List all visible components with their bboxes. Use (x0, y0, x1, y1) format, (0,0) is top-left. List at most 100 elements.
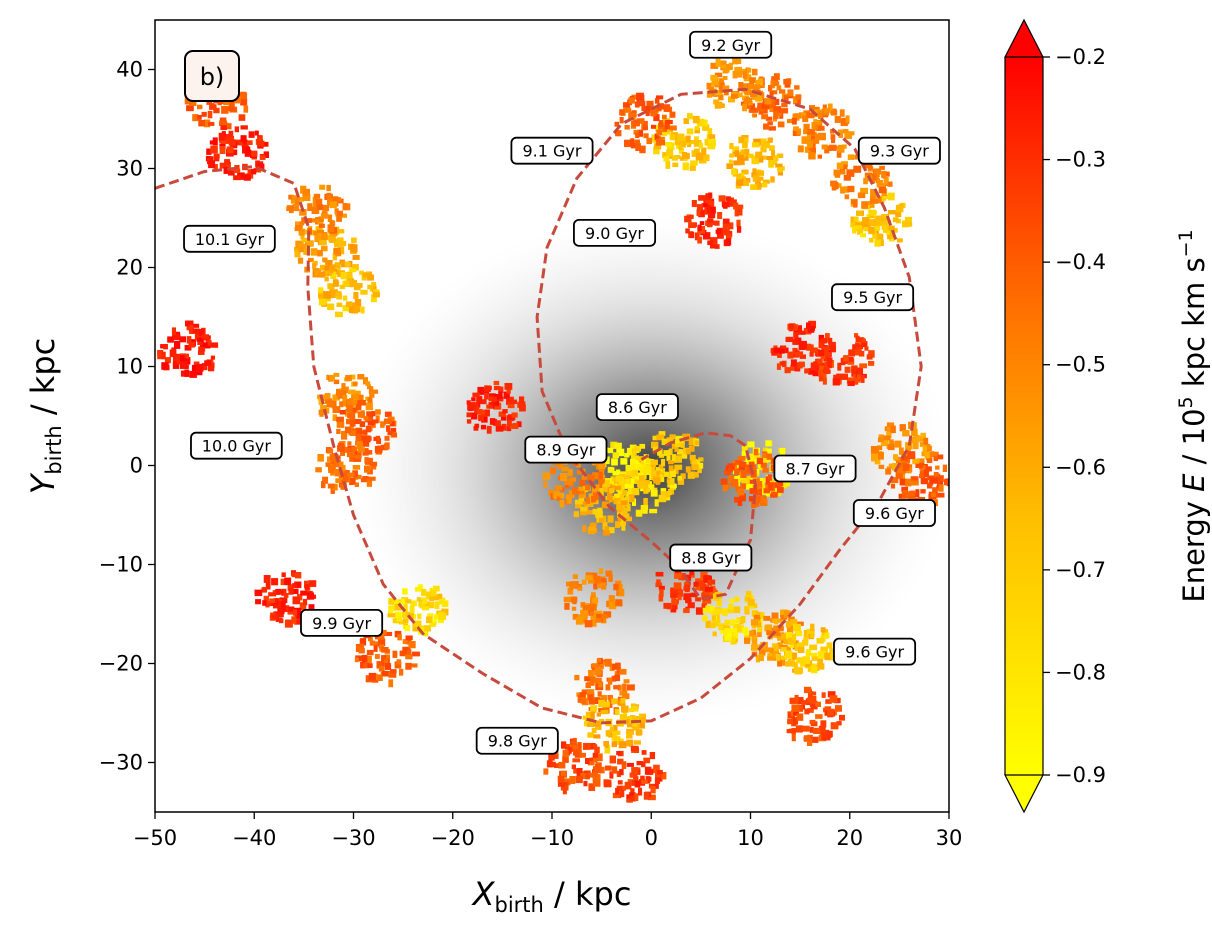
clump-particle (574, 583, 582, 590)
clump-particle (433, 594, 441, 601)
clump-particle (186, 105, 194, 112)
clump-particle (572, 487, 580, 495)
clump-particle (179, 361, 188, 369)
clump-particle (410, 600, 417, 607)
clump-particle (662, 152, 668, 159)
clump-particle (651, 124, 656, 129)
clump-particle (615, 521, 621, 528)
clump-particle (585, 682, 591, 689)
clump-particle (818, 365, 825, 372)
clump-particle (722, 85, 730, 91)
clump-particle (836, 721, 842, 726)
clump-particle (580, 602, 586, 608)
clump-particle (897, 238, 903, 243)
clump-particle (839, 714, 846, 721)
clump-particle (923, 469, 929, 478)
clump-particle (765, 484, 770, 491)
clump-particle (557, 782, 565, 787)
clump-particle (843, 164, 848, 170)
clump-particle (308, 240, 314, 247)
clump-particle (471, 412, 478, 420)
clump-particle (342, 474, 349, 482)
clump-particle (172, 359, 179, 365)
clump-particle (614, 674, 621, 682)
clump-particle (328, 465, 335, 473)
clump-particle (354, 482, 359, 488)
clump-particle (640, 505, 649, 511)
clump-particle (629, 795, 635, 801)
clump-particle (917, 458, 925, 465)
clump-particle (362, 654, 368, 663)
clump-particle (342, 395, 348, 403)
clump-particle (803, 123, 810, 130)
clump-particle (394, 661, 402, 669)
clump-particle (504, 383, 513, 390)
clump-particle (196, 363, 204, 372)
clump-particle (694, 136, 699, 142)
clump-particle (667, 480, 673, 485)
clump-particle (292, 588, 299, 595)
clump-particle (690, 160, 698, 166)
clump-particle (250, 168, 257, 175)
clump-particle (690, 592, 698, 598)
clump-particle (672, 602, 678, 610)
clump-particle (707, 580, 713, 586)
clump-particle (673, 582, 682, 590)
clump-particle (824, 652, 831, 660)
clump-particle (634, 459, 640, 465)
clump-particle (287, 584, 293, 591)
clump-particle (220, 125, 227, 131)
clump-particle (851, 199, 858, 205)
clump-particle (559, 500, 565, 508)
clump-particle (393, 600, 402, 606)
clump-particle (612, 792, 620, 799)
clump-particle (575, 775, 583, 784)
clump-particle (659, 473, 664, 478)
clump-particle (634, 740, 641, 745)
clump-particle (604, 487, 610, 493)
clump-particle (313, 193, 321, 199)
clump-particle (321, 245, 328, 252)
clump-particle (624, 496, 633, 503)
clump-particle (659, 467, 666, 474)
clump-particle (777, 121, 785, 128)
clump-particle (590, 705, 598, 712)
clump-particle (329, 288, 334, 294)
clump-particle (658, 464, 664, 470)
clump-particle (771, 612, 779, 619)
y-axis-title: Ybirth / kpc (24, 338, 66, 494)
clump-particle (719, 103, 725, 108)
y-tick-label: −10 (99, 553, 143, 577)
clump-particle (340, 401, 348, 407)
clump-particle (745, 483, 754, 490)
clump-particle (862, 163, 869, 169)
clump-particle (605, 730, 611, 737)
clump-particle (652, 446, 658, 453)
clump-particle (606, 492, 613, 501)
clump-particle (687, 141, 692, 148)
clump-particle (779, 89, 786, 94)
clump-particle (592, 752, 599, 758)
clump-particle (179, 336, 187, 343)
clump-particle (824, 706, 832, 711)
clump-particle (477, 386, 484, 395)
clump-particle (290, 196, 298, 204)
clump-particle (354, 299, 362, 307)
clump-particle (770, 176, 775, 183)
clump-particle (722, 218, 730, 224)
clump-particle (654, 778, 660, 784)
clump-particle (902, 220, 910, 228)
clump-particle (630, 142, 636, 149)
clump-particle (716, 618, 721, 624)
clump-particle (829, 695, 838, 703)
clump-particle (197, 115, 202, 120)
clump-particle (892, 217, 899, 223)
clump-particle (342, 295, 348, 301)
clump-particle (577, 695, 582, 703)
clump-particle (336, 428, 341, 434)
clump-particle (830, 722, 839, 730)
clump-particle (334, 468, 341, 477)
clump-particle (756, 457, 764, 465)
clump-particle (722, 222, 729, 229)
clump-particle (355, 404, 362, 411)
